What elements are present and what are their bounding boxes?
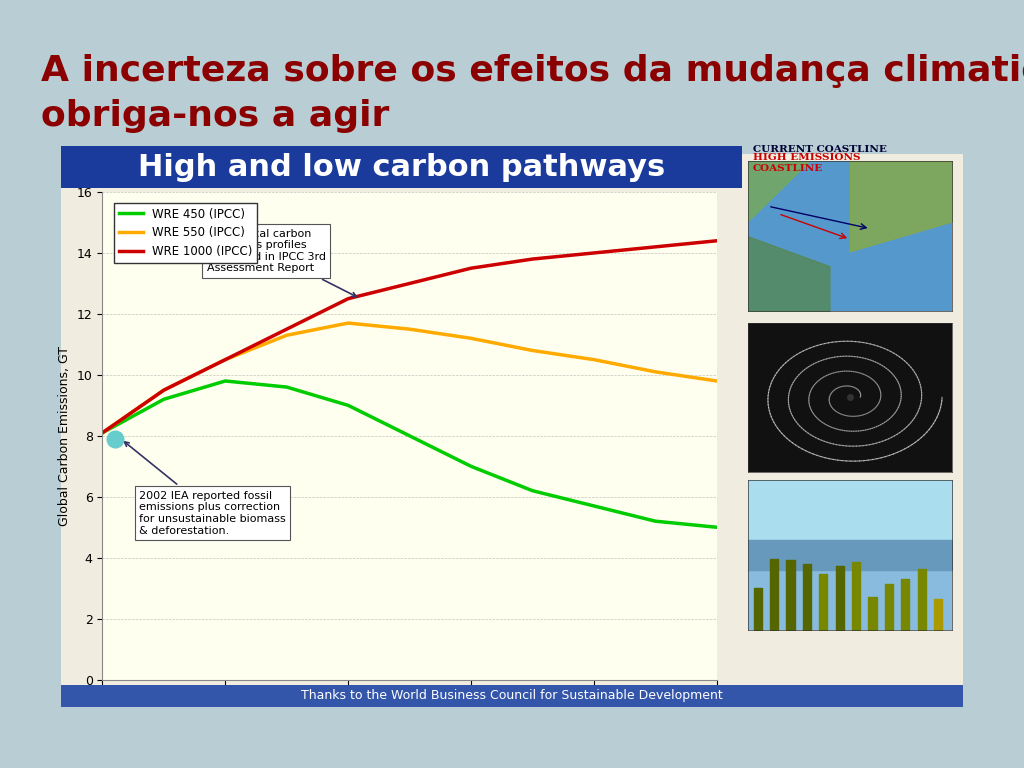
WRE 1000 (IPCC) xyxy=(96,429,109,438)
WRE 1000 (IPCC) xyxy=(526,254,539,263)
WRE 450 (IPCC) xyxy=(465,462,477,471)
WRE 1000 (IPCC) xyxy=(342,294,354,303)
WRE 450 (IPCC) xyxy=(649,517,662,526)
WRE 450 (IPCC) xyxy=(403,432,416,441)
WRE 1000 (IPCC) xyxy=(219,355,231,364)
WRE 550 (IPCC) xyxy=(219,355,231,364)
WRE 550 (IPCC) xyxy=(526,346,539,355)
Text: A incerteza sobre os efeitos da mudança climatica
obriga-nos a agir: A incerteza sobre os efeitos da mudança … xyxy=(41,54,1024,133)
Text: High and low carbon pathways: High and low carbon pathways xyxy=(138,153,666,181)
WRE 1000 (IPCC) xyxy=(403,279,416,288)
Text: HIGH EMISSIONS
COASTLINE: HIGH EMISSIONS COASTLINE xyxy=(753,154,860,173)
Legend: WRE 450 (IPCC), WRE 550 (IPCC), WRE 1000 (IPCC): WRE 450 (IPCC), WRE 550 (IPCC), WRE 1000… xyxy=(115,203,257,263)
Text: Thanks to the World Business Council for Sustainable Development: Thanks to the World Business Council for… xyxy=(301,690,723,702)
WRE 1000 (IPCC) xyxy=(281,325,293,334)
WRE 550 (IPCC) xyxy=(96,429,109,438)
WRE 450 (IPCC) xyxy=(526,486,539,495)
WRE 550 (IPCC) xyxy=(465,334,477,343)
WRE 450 (IPCC) xyxy=(158,395,170,404)
WRE 450 (IPCC) xyxy=(342,401,354,410)
WRE 550 (IPCC) xyxy=(342,319,354,328)
Text: CURRENT COASTLINE: CURRENT COASTLINE xyxy=(753,144,887,154)
WRE 1000 (IPCC) xyxy=(465,263,477,273)
Text: 2002 IEA reported fossil
emissions plus correction
for unsustainable biomass
& d: 2002 IEA reported fossil emissions plus … xyxy=(125,442,286,535)
WRE 550 (IPCC) xyxy=(403,325,416,334)
WRE 1000 (IPCC) xyxy=(588,248,600,257)
Line: WRE 550 (IPCC): WRE 550 (IPCC) xyxy=(102,323,717,433)
Text: Theoretical carbon
emissions profiles
published in IPCC 3rd
Assessment Report: Theoretical carbon emissions profiles pu… xyxy=(207,229,356,296)
WRE 550 (IPCC) xyxy=(281,331,293,340)
WRE 550 (IPCC) xyxy=(711,376,723,386)
Line: WRE 1000 (IPCC): WRE 1000 (IPCC) xyxy=(102,240,717,433)
WRE 450 (IPCC) xyxy=(219,376,231,386)
WRE 550 (IPCC) xyxy=(649,367,662,376)
WRE 550 (IPCC) xyxy=(158,386,170,395)
Line: WRE 450 (IPCC): WRE 450 (IPCC) xyxy=(102,381,717,528)
WRE 450 (IPCC) xyxy=(281,382,293,392)
WRE 450 (IPCC) xyxy=(711,523,723,532)
WRE 1000 (IPCC) xyxy=(158,386,170,395)
Y-axis label: Global Carbon Emissions, GT: Global Carbon Emissions, GT xyxy=(58,346,72,526)
WRE 1000 (IPCC) xyxy=(649,242,662,251)
WRE 550 (IPCC) xyxy=(588,355,600,364)
WRE 450 (IPCC) xyxy=(588,502,600,511)
WRE 450 (IPCC) xyxy=(96,429,109,438)
WRE 1000 (IPCC) xyxy=(711,236,723,245)
